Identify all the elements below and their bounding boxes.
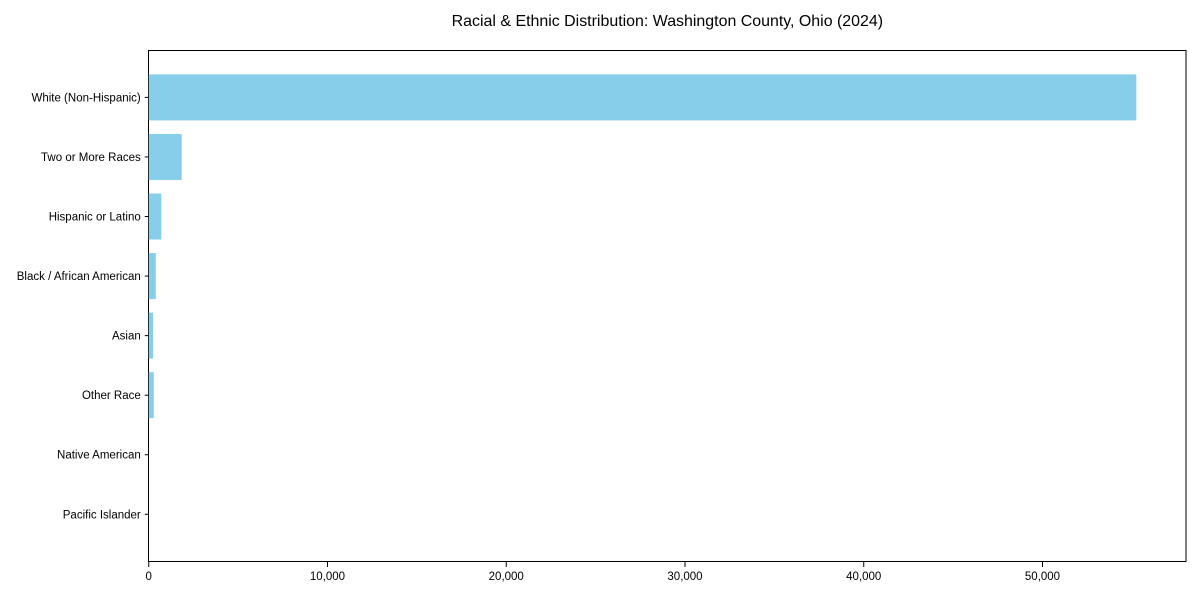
svg-text:20,000: 20,000	[489, 571, 524, 583]
svg-text:30,000: 30,000	[667, 571, 702, 583]
svg-text:Pacific Islander: Pacific Islander	[63, 509, 141, 521]
svg-text:White (Non-Hispanic): White (Non-Hispanic)	[31, 92, 140, 104]
svg-text:Black / African American: Black / African American	[17, 271, 141, 283]
svg-text:Asian: Asian	[112, 331, 141, 343]
svg-text:Other Race: Other Race	[82, 390, 141, 402]
svg-text:40,000: 40,000	[846, 571, 881, 583]
svg-text:Native American: Native American	[57, 450, 141, 462]
svg-text:Two or More Races: Two or More Races	[41, 152, 141, 164]
svg-text:10,000: 10,000	[310, 571, 345, 583]
svg-text:0: 0	[146, 571, 152, 583]
svg-text:Hispanic or Latino: Hispanic or Latino	[49, 212, 141, 224]
svg-text:50,000: 50,000	[1025, 571, 1060, 583]
